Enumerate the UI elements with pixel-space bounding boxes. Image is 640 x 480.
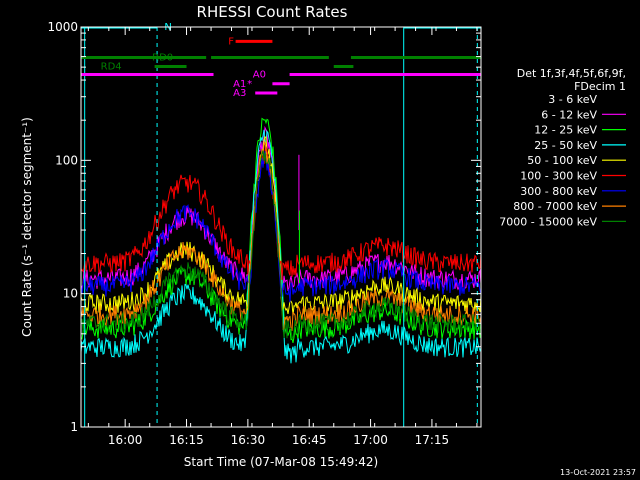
series-line-8 xyxy=(81,150,481,340)
axis-layer: 1 10 100 1000 16:00 16:15 16:30 16:45 17:00 17:15 xyxy=(47,20,481,447)
state-label-a3: A3 xyxy=(233,88,246,99)
state-label-f: F xyxy=(228,36,234,47)
legend-label-3: 25 - 50 keV xyxy=(534,139,597,152)
state-label-rd4: RD4 xyxy=(101,62,122,73)
legend-label-0: 3 - 6 keV xyxy=(548,93,597,106)
a1-marker: * xyxy=(247,79,252,90)
legend-header-0: Det 1f,3f,4f,5f,6f,9f, xyxy=(517,67,626,80)
state-label-a1: A1 xyxy=(233,79,246,90)
legend-label-7: 800 - 7000 keV xyxy=(513,200,597,213)
chart-title: RHESSI Count Rates xyxy=(197,3,348,21)
x-tick-label-1: 16:15 xyxy=(169,433,204,447)
y-tick-label-2: 100 xyxy=(55,153,78,167)
x-axis-label: Start Time (07-Mar-08 15:49:42) xyxy=(184,455,378,469)
legend-header-1: FDecim 1 xyxy=(574,80,626,93)
y-tick-label-1: 10 xyxy=(63,287,78,301)
state-label-a0: A0 xyxy=(253,70,266,81)
legend: Det 1f,3f,4f,5f,6f,9f,FDecim 13 - 6 keV 6… xyxy=(499,67,626,228)
x-tick-label-3: 16:45 xyxy=(292,433,327,447)
y-axis-label: Count Rate (s⁻¹ detector segment⁻¹) xyxy=(20,117,34,337)
legend-label-1: 6 - 12 keV xyxy=(541,108,597,121)
y-tick-label-0: 1 xyxy=(70,420,78,434)
x-tick-label-0: 16:00 xyxy=(108,433,143,447)
data-layer xyxy=(81,27,481,427)
legend-label-2: 12 - 25 keV xyxy=(534,124,597,137)
x-tick-label-5: 17:15 xyxy=(415,433,450,447)
series-line-5 xyxy=(81,146,481,280)
state-label-rd0: RD0 xyxy=(152,53,173,64)
legend-label-6: 300 - 800 keV xyxy=(520,185,597,198)
legend-label-5: 100 - 300 keV xyxy=(520,170,597,183)
x-tick-label-2: 16:30 xyxy=(231,433,266,447)
y-tick-label-3: 1000 xyxy=(47,20,78,34)
x-tick-label-4: 17:00 xyxy=(353,433,388,447)
legend-label-8: 7000 - 15000 keV xyxy=(499,215,597,228)
legend-label-4: 50 - 100 keV xyxy=(527,154,597,167)
generation-timestamp: 13-Oct-2021 23:57 xyxy=(560,468,636,477)
plot-frame xyxy=(80,26,482,428)
